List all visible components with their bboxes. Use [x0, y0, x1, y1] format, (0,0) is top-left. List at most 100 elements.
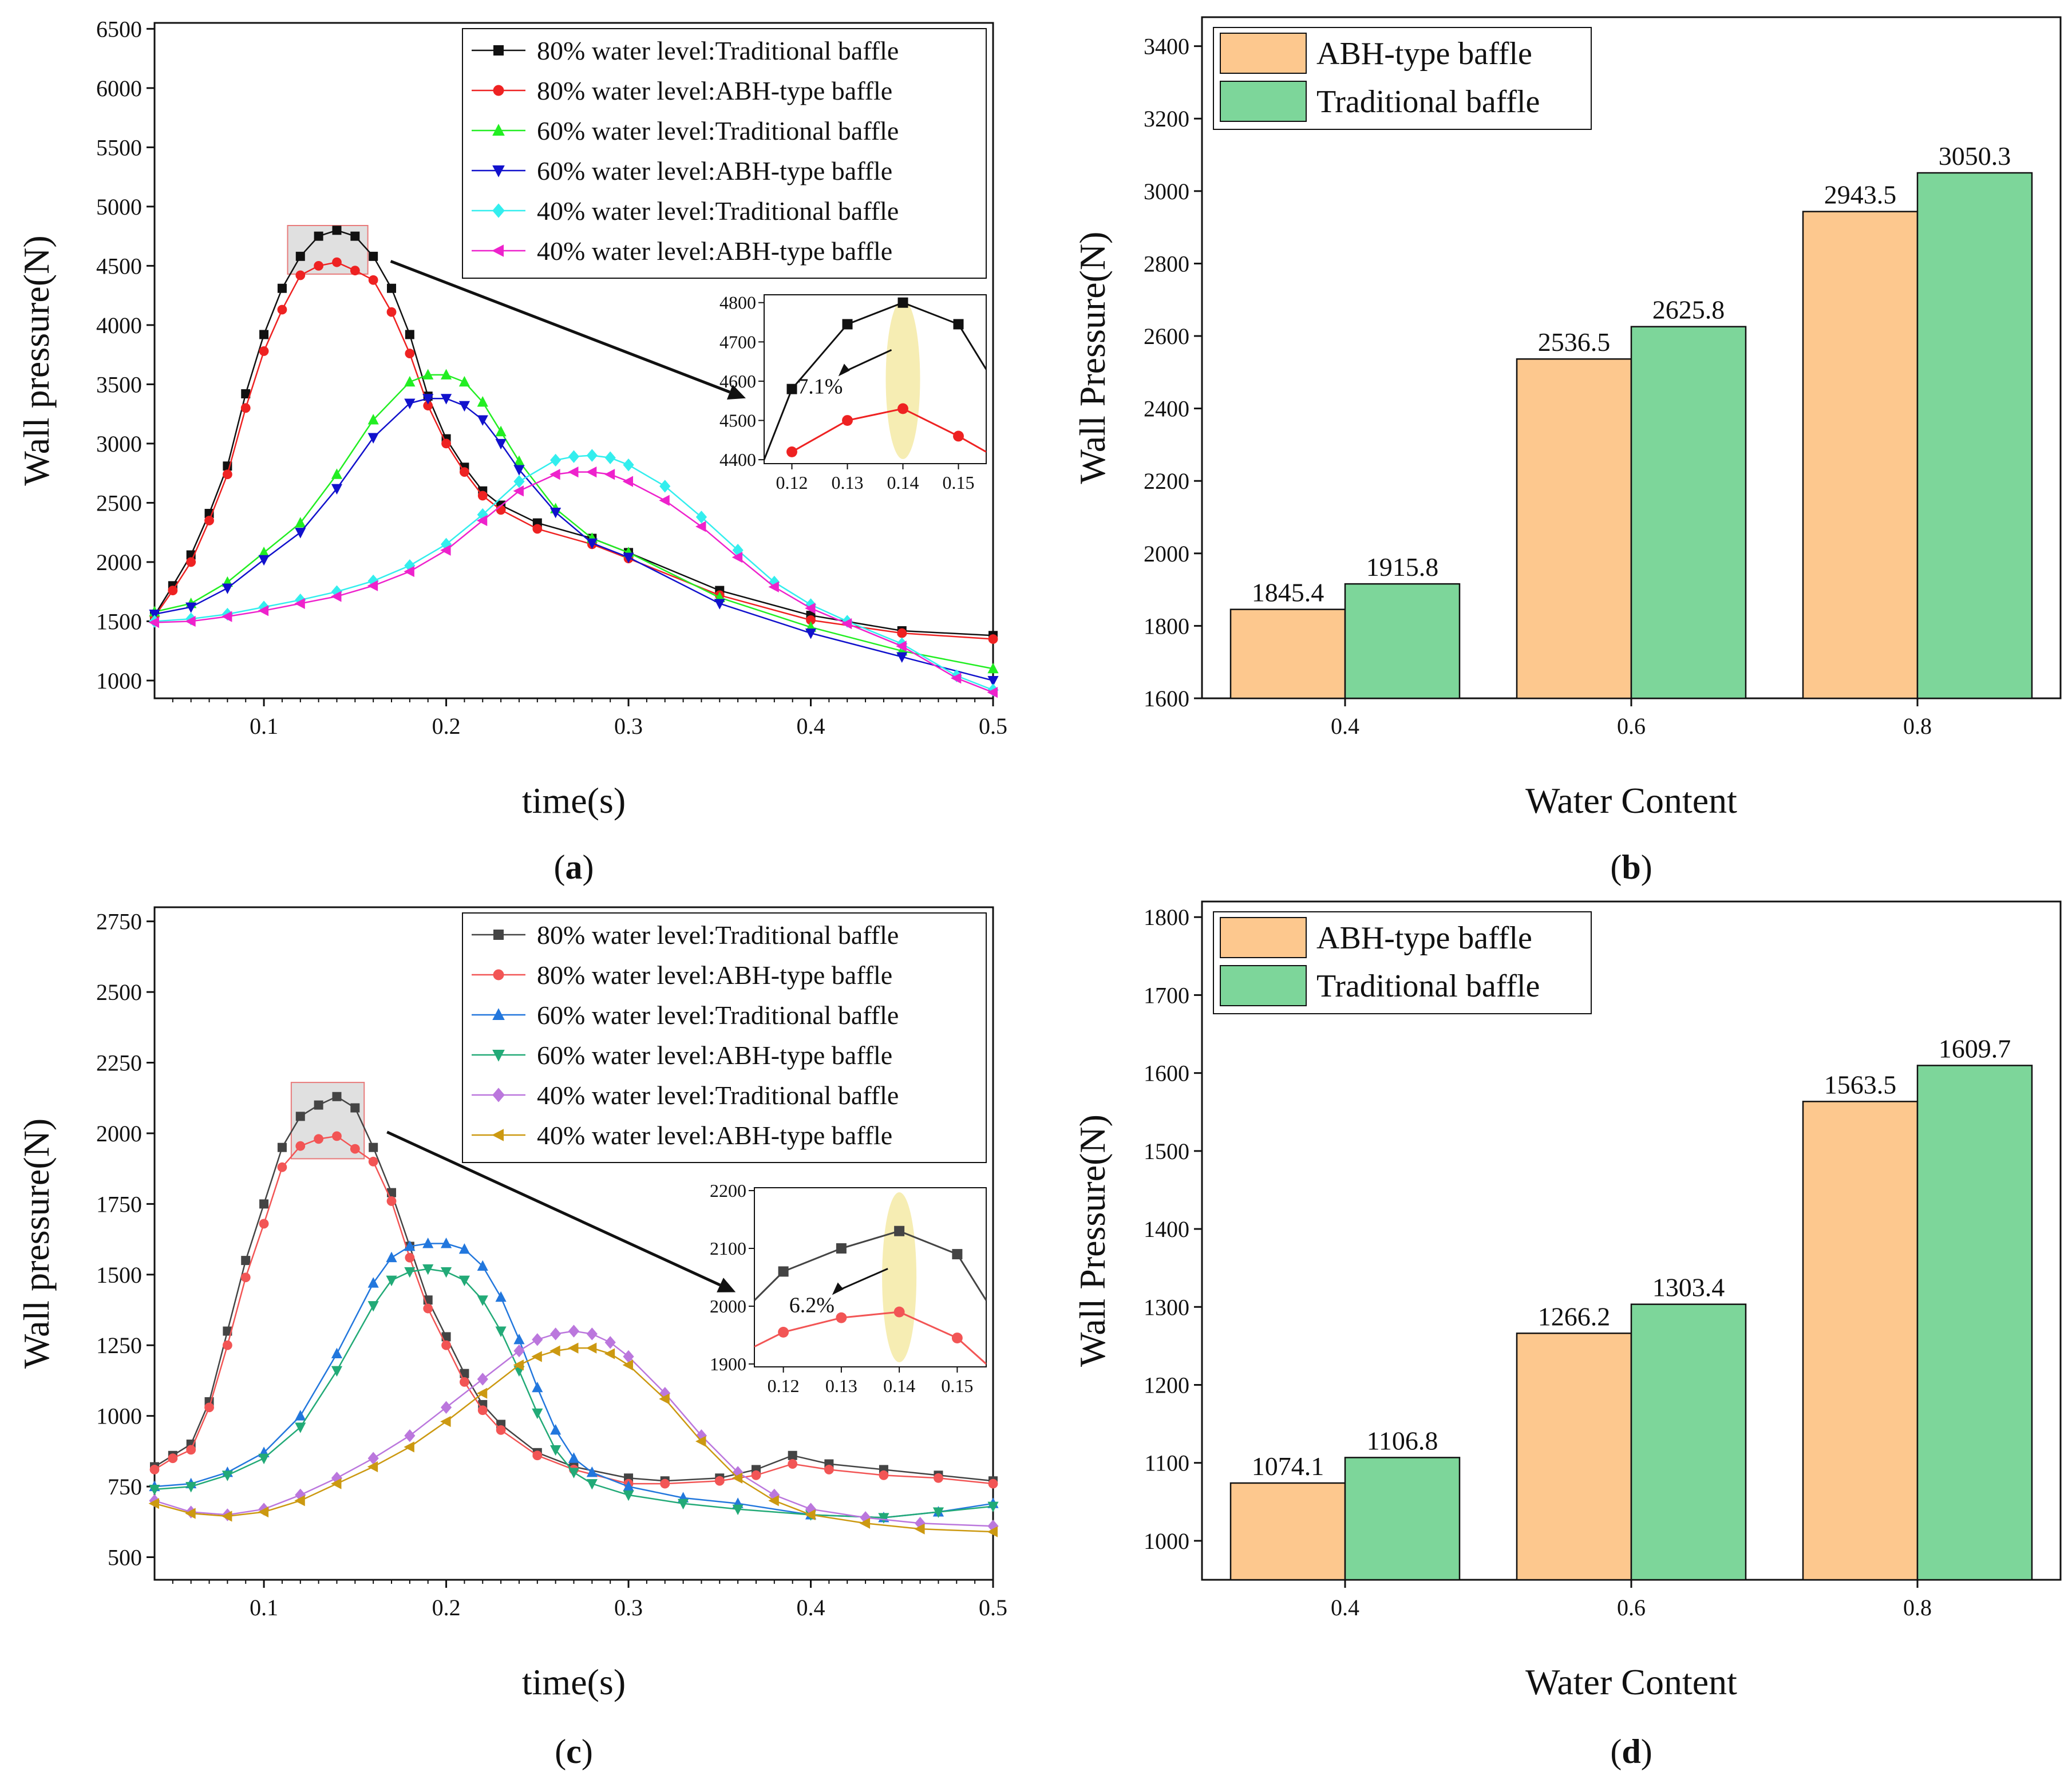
data-point — [513, 475, 525, 488]
data-point — [879, 1470, 889, 1480]
series-line — [154, 1243, 994, 1519]
data-point — [532, 1450, 543, 1461]
y-tick-label: 500 — [108, 1545, 142, 1571]
data-point — [185, 1482, 197, 1493]
data-point — [222, 1470, 233, 1481]
x-tick-label: 0.2 — [432, 1595, 461, 1620]
data-point — [258, 555, 270, 566]
data-point — [458, 401, 470, 412]
data-point — [950, 673, 962, 684]
legend-label: 80% water level:ABH-type baffle — [537, 76, 892, 105]
data-point — [586, 1479, 598, 1490]
data-point — [859, 1517, 871, 1529]
bar-value-label: 3050.3 — [1939, 141, 2011, 171]
legend-swatch — [1220, 965, 1307, 1006]
data-point — [604, 1336, 616, 1349]
data-point — [204, 516, 214, 525]
data-point — [423, 401, 433, 411]
data-point — [586, 538, 598, 549]
data-point — [695, 511, 707, 524]
data-point — [350, 1144, 360, 1154]
data-point — [223, 1326, 232, 1336]
highlight-ellipse — [885, 299, 920, 459]
inset-data-point — [786, 384, 797, 394]
data-point — [549, 1345, 560, 1357]
bar-value-label: 2625.8 — [1652, 295, 1725, 325]
data-point — [513, 465, 525, 476]
bar-value-label: 1106.8 — [1367, 1426, 1438, 1455]
data-point — [513, 1333, 525, 1345]
data-point — [148, 616, 159, 628]
data-point — [476, 515, 488, 527]
legend-label: 60% water level:Traditional baffle — [537, 1001, 899, 1030]
data-point — [314, 260, 324, 271]
legend-label: 80% water level:Traditional baffle — [537, 920, 899, 950]
data-point — [568, 1452, 580, 1463]
bar — [1916, 172, 2033, 699]
data-point — [295, 270, 306, 280]
x-tick-label: 0.4 — [797, 1595, 825, 1620]
data-point — [550, 453, 562, 467]
series-line — [154, 454, 994, 691]
legend-box — [462, 28, 987, 279]
data-point — [805, 603, 816, 614]
data-point — [568, 1325, 580, 1338]
data-point — [477, 491, 488, 501]
inset-data-point — [953, 319, 964, 330]
legend-box — [462, 912, 987, 1163]
x-tick-label: 0.5 — [979, 713, 1007, 739]
legend-label: 40% water level:Traditional baffle — [537, 1081, 899, 1110]
x-tick-label: 0.5 — [979, 1595, 1007, 1620]
data-point — [550, 1424, 562, 1435]
data-point — [404, 375, 416, 387]
data-point — [168, 1453, 178, 1464]
data-point — [987, 662, 999, 674]
inset-x-tick-label: 0.14 — [887, 472, 919, 493]
data-point — [386, 1196, 397, 1206]
data-point — [185, 615, 196, 627]
data-point — [788, 1459, 798, 1469]
y-tick-label: 1500 — [96, 608, 142, 634]
legend-label: 80% water level:Traditional baffle — [537, 36, 899, 65]
y-tick-label: 6500 — [96, 16, 142, 42]
inset-data-point — [951, 1333, 963, 1343]
data-point — [241, 389, 251, 398]
bar — [1229, 1482, 1346, 1581]
data-point — [186, 1445, 196, 1455]
data-point — [987, 687, 998, 698]
data-point — [404, 1441, 414, 1453]
data-point — [532, 524, 543, 534]
data-point — [660, 1478, 670, 1489]
bar-value-label: 1563.5 — [1824, 1070, 1897, 1099]
data-point — [331, 1347, 343, 1359]
inset-data-point — [842, 415, 853, 426]
legend-label: 60% water level:ABH-type baffle — [537, 156, 892, 185]
data-point — [440, 369, 452, 379]
data-point — [824, 1465, 834, 1474]
legend-label: ABH-type baffle — [1316, 920, 1532, 956]
x-tick-label: 0.6 — [1617, 1595, 1646, 1620]
data-point — [623, 458, 634, 472]
panel-caption: (a) — [554, 848, 594, 886]
data-point — [405, 1252, 415, 1263]
panel-caption: (c) — [555, 1733, 593, 1770]
data-point — [659, 495, 670, 506]
data-point — [896, 641, 907, 652]
data-point — [731, 552, 743, 563]
data-point — [477, 1405, 488, 1416]
bar — [1516, 358, 1632, 699]
legend-label: 40% water level:ABH-type baffle — [537, 236, 892, 266]
bar — [1344, 1457, 1461, 1581]
zoom-arrow — [386, 1130, 721, 1287]
data-point — [222, 583, 233, 594]
data-point — [477, 1295, 488, 1306]
data-point — [367, 414, 379, 425]
y-tick-label: 2250 — [96, 1050, 142, 1076]
data-point — [332, 257, 342, 267]
y-tick-label: 3500 — [96, 371, 142, 397]
data-point — [168, 586, 178, 596]
legend-marker — [492, 1129, 504, 1141]
data-point — [386, 1251, 397, 1263]
data-point — [422, 394, 434, 405]
